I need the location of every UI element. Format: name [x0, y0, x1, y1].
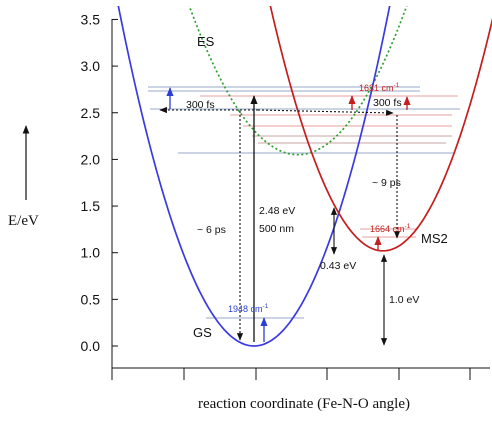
vibrational-levels	[148, 86, 460, 319]
y-tick-label: 3.5	[81, 11, 101, 27]
ps-6-label: ~ 6 ps	[197, 224, 226, 236]
y-tick-label: 2.0	[81, 151, 101, 167]
gs-curve	[117, 6, 391, 347]
y-tick-label: 3.0	[81, 58, 101, 74]
fs-right-arrow	[257, 109, 394, 116]
x-axis-label: reaction coordinate (Fe-N-O angle)	[198, 396, 410, 412]
y-axis-label: E/eV	[8, 213, 39, 229]
wavenumber-1948: 1948 cm-1	[228, 303, 269, 314]
y-tick-label: 2.5	[81, 105, 101, 121]
ms2-energy-label: 1.0 eV	[389, 294, 419, 306]
y-tick-label: 1.5	[81, 198, 101, 214]
y-ticks: 0.0 0.5 1.0 1.5 2.0 2.5 3.0 3.5	[81, 11, 118, 354]
x-ticks	[111, 368, 471, 380]
ms2-curve	[269, 6, 492, 252]
excitation-wavelength-label: 500 nm	[259, 223, 294, 235]
es-label: ES	[197, 34, 215, 49]
ps-9-label: ~ 9 ps	[372, 177, 401, 189]
es-curve	[188, 6, 408, 156]
y-tick-label: 0.0	[81, 338, 101, 354]
y-tick-label: 1.0	[81, 245, 101, 261]
wavenumber-1631: 1631 cm-1	[359, 82, 400, 93]
fs-left-label: 300 fs	[186, 99, 215, 111]
fs-right-label: 300 fs	[373, 97, 402, 109]
curves	[117, 6, 492, 347]
y-tick-label: 0.5	[81, 291, 101, 307]
wavenumber-1664: 1664 cm-1	[370, 223, 411, 234]
ms2-label: MS2	[421, 231, 448, 246]
barrier-label: 0.43 eV	[320, 260, 356, 272]
gs-label: GS	[193, 325, 212, 340]
excitation-energy-label: 2.48 eV	[259, 205, 295, 217]
